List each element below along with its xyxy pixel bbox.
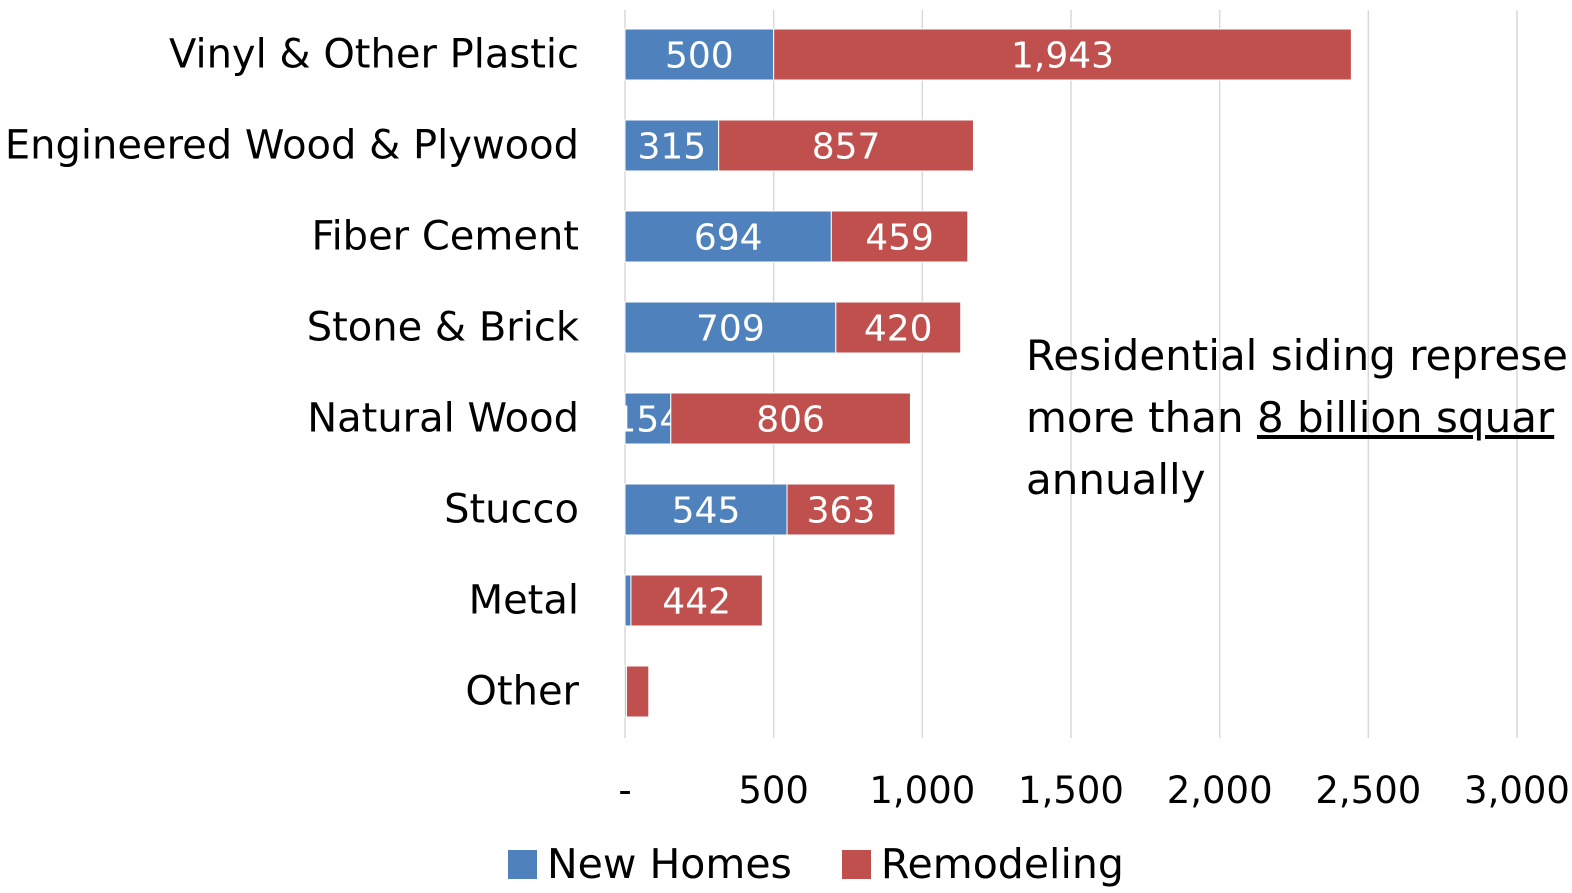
data-label-remodeling-natural-wood: 806 bbox=[756, 400, 825, 441]
data-label-remodeling-engineered-wood-and-plywood: 857 bbox=[812, 127, 881, 168]
x-tick-label: 2,500 bbox=[1315, 769, 1421, 812]
data-label-new-homes-stone-and-brick: 709 bbox=[696, 309, 765, 350]
category-label-engineered-wood-and-plywood: Engineered Wood & Plywood bbox=[5, 123, 579, 169]
data-label-new-homes-engineered-wood-and-plywood: 315 bbox=[637, 127, 706, 168]
category-label-metal: Metal bbox=[469, 578, 579, 624]
annotation-line-3: annually bbox=[1026, 455, 1206, 504]
data-label-remodeling-stucco: 363 bbox=[807, 491, 876, 532]
category-labels: Vinyl & Other Plastic Engineered Wood & P… bbox=[5, 32, 580, 715]
bar-new-homes-fiber-cement bbox=[624, 210, 832, 263]
legend-label-remodeling: Remodeling bbox=[880, 840, 1124, 888]
legend-item-new-homes: New Homes bbox=[508, 840, 792, 888]
data-label-remodeling-vinyl-and-other-plastic: 1,943 bbox=[1011, 36, 1114, 77]
bar-remodeling-fiber-cement bbox=[830, 210, 969, 263]
x-tick-label: 3,000 bbox=[1464, 769, 1570, 812]
category-label-stucco: Stucco bbox=[444, 487, 579, 533]
legend-swatch-new-homes bbox=[508, 849, 537, 879]
annotation-text: Residential siding represe more than 8 b… bbox=[1026, 325, 1568, 511]
bar-remodeling-metal bbox=[630, 574, 763, 627]
legend-item-remodeling: Remodeling bbox=[841, 840, 1124, 888]
annotation-line-2-prefix: more than bbox=[1026, 393, 1257, 442]
category-label-natural-wood: Natural Wood bbox=[307, 396, 579, 442]
bar-new-homes-stucco bbox=[624, 483, 788, 536]
data-label-new-homes-vinyl-and-other-plastic: 500 bbox=[665, 36, 734, 77]
category-label-stone-and-brick: Stone & Brick bbox=[307, 305, 580, 351]
x-tick-label: 2,000 bbox=[1167, 769, 1273, 812]
data-label-remodeling-fiber-cement: 459 bbox=[865, 218, 934, 259]
x-tick-label: - bbox=[618, 769, 631, 812]
legend-swatch-remodeling bbox=[841, 849, 871, 879]
bar-new-homes-metal bbox=[624, 574, 632, 627]
data-label-new-homes-fiber-cement: 694 bbox=[694, 218, 763, 259]
bar-remodeling-other bbox=[625, 665, 650, 718]
bar-remodeling-engineered-wood-and-plywood bbox=[718, 119, 974, 172]
category-label-other: Other bbox=[465, 669, 579, 715]
bar-remodeling-stone-and-brick bbox=[835, 301, 962, 354]
category-label-vinyl-and-other-plastic: Vinyl & Other Plastic bbox=[169, 32, 579, 78]
annotation-line-2: more than 8 billion squar bbox=[1026, 387, 1568, 449]
bar-new-homes-engineered-wood-and-plywood bbox=[624, 119, 720, 172]
x-tick-label: 1,500 bbox=[1018, 769, 1124, 812]
data-label-remodeling-stone-and-brick: 420 bbox=[864, 309, 933, 350]
category-label-fiber-cement: Fiber Cement bbox=[311, 214, 579, 260]
bar-remodeling-vinyl-and-other-plastic bbox=[773, 28, 1352, 81]
data-label-new-homes-stucco: 545 bbox=[672, 491, 741, 532]
x-tick-label: 500 bbox=[738, 769, 809, 812]
annotation-line-2-underlined: 8 billion squar bbox=[1256, 393, 1555, 442]
bar-remodeling-stucco bbox=[786, 483, 896, 536]
bar-new-homes-stone-and-brick bbox=[624, 301, 837, 354]
annotation-line-1: Residential siding represe bbox=[1026, 331, 1568, 380]
legend: New Homes Remodeling bbox=[508, 840, 1174, 888]
data-label-remodeling-metal: 442 bbox=[662, 582, 731, 623]
x-tick-label: 1,000 bbox=[869, 769, 975, 812]
bar-new-homes-vinyl-and-other-plastic bbox=[624, 28, 775, 81]
legend-label-new-homes: New Homes bbox=[547, 840, 792, 888]
x-tick-labels: - 500 1,000 1,500 2,000 2,500 3,000 bbox=[618, 769, 1570, 812]
bar-new-homes-natural-wood bbox=[624, 392, 672, 445]
bar-remodeling-natural-wood bbox=[670, 392, 911, 445]
